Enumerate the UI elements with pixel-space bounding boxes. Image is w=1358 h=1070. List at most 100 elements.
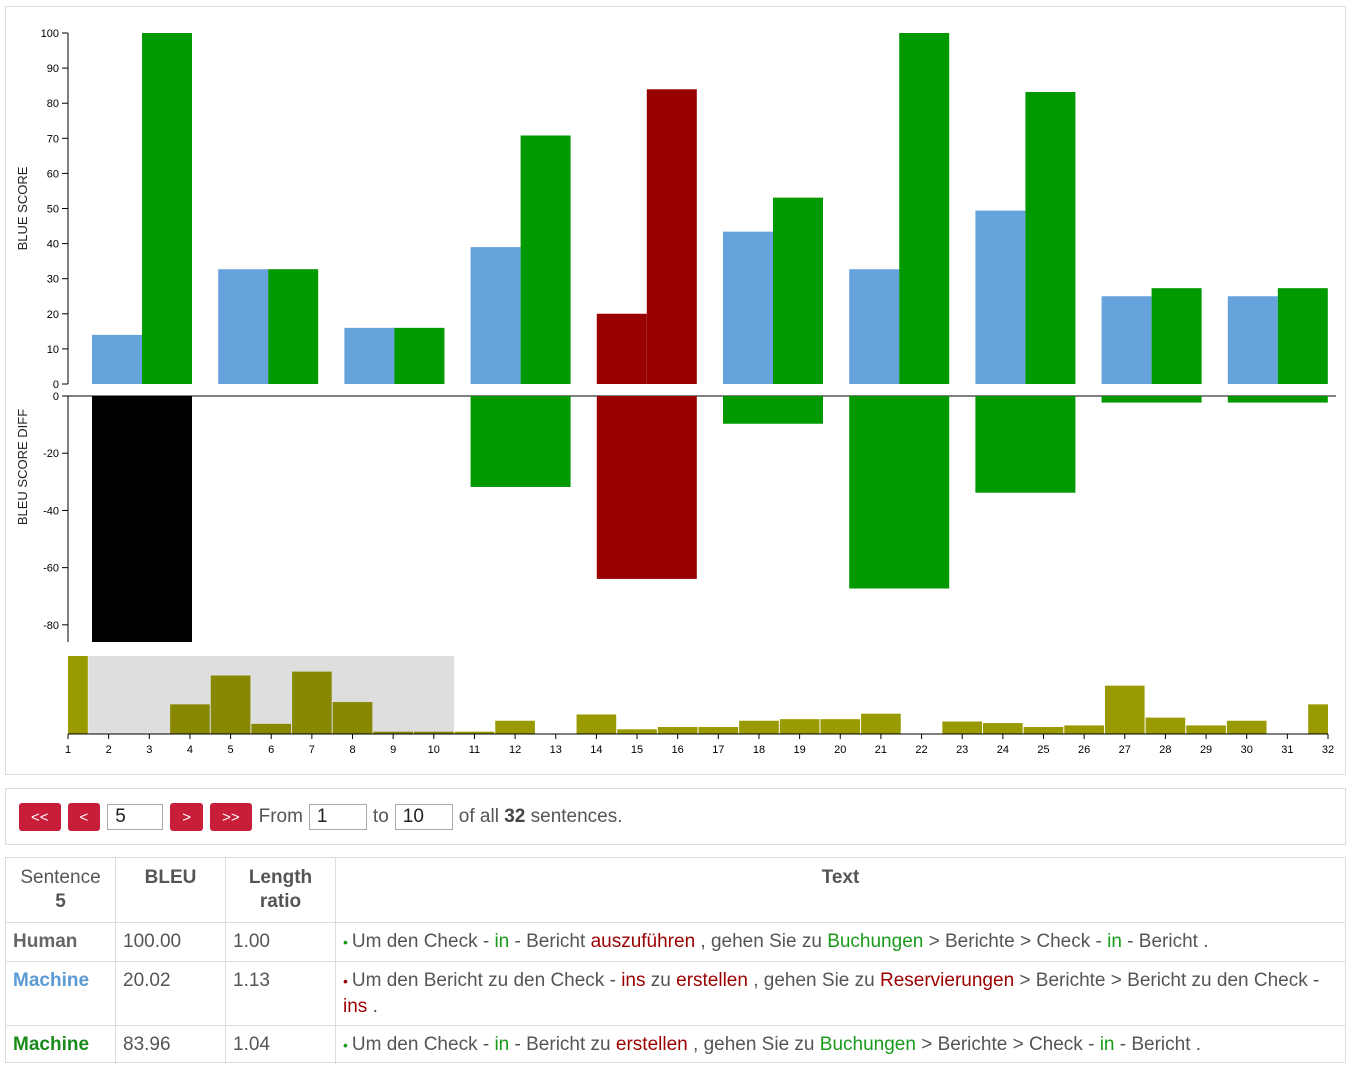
bar-baseline — [344, 327, 395, 384]
x-tick-label: 1 — [65, 744, 71, 756]
table-header-row: Sentence 5 BLEU Length ratio Text — [6, 858, 1345, 923]
overview-bar — [779, 719, 820, 734]
x-tick-label: 28 — [1159, 744, 1171, 756]
bar-diff — [1101, 396, 1202, 403]
text-segment: - Bericht zu — [509, 1034, 616, 1055]
text-token: ins — [343, 996, 368, 1017]
bar-candidate — [1151, 288, 1202, 384]
y-tick-label: 70 — [47, 133, 59, 145]
text-token: in — [1107, 931, 1122, 952]
y-tick-label: -60 — [43, 563, 59, 575]
x-tick-label: 12 — [509, 744, 521, 756]
x-tick-label: 3 — [146, 744, 152, 756]
bar-diff — [92, 396, 192, 642]
row-length: 1.13 — [225, 961, 336, 1026]
x-tick-label: 25 — [1037, 744, 1049, 756]
row-label-machine-baseline: Machine — [6, 961, 116, 1026]
status-dot-icon: • — [343, 1037, 348, 1053]
bar-baseline — [1227, 296, 1278, 384]
bar-diff — [1227, 396, 1328, 403]
y-tick-label: 50 — [47, 204, 59, 216]
sentence-table-panel: Sentence 5 BLEU Length ratio Text Human … — [5, 857, 1346, 1064]
from-label: From — [258, 806, 303, 827]
text-segment: zu — [645, 970, 677, 991]
row-text: • Um den Check - in - Bericht auszuführen… — [335, 922, 1345, 962]
bar-baseline — [92, 334, 142, 384]
y-tick-label: 60 — [47, 168, 59, 180]
x-tick-label: 10 — [428, 744, 440, 756]
bar-diff — [596, 396, 697, 579]
overview-bar — [292, 671, 332, 734]
of-all-label: of all — [458, 806, 499, 827]
bar-candidate — [268, 269, 319, 384]
text-token: erstellen — [615, 1034, 688, 1055]
x-tick-label: 16 — [672, 744, 684, 756]
pager: << < > >> From to of all 32 sentences. — [19, 802, 629, 832]
y-tick-label: -80 — [43, 620, 59, 632]
row-label-human: Human — [6, 922, 116, 962]
overview-bar — [373, 731, 413, 734]
y-tick-label: 90 — [47, 63, 59, 75]
overview-bar — [617, 729, 657, 734]
bar-baseline — [723, 231, 773, 384]
col-sentence-header: Sentence 5 — [6, 858, 116, 923]
overview-bar — [1023, 726, 1064, 734]
x-tick-label: 14 — [590, 744, 602, 756]
col-text-header: Text — [335, 858, 1345, 923]
x-tick-label: 22 — [915, 744, 927, 756]
text-segment: Um den Bericht zu den Check - — [351, 970, 622, 991]
bleu-chart: 0 10 20 30 40 50 60 70 80 90 100 BLUE SCORE 0 -20 -40 -… — [15, 28, 1336, 756]
bar-baseline — [975, 210, 1026, 384]
bar-baseline — [1101, 296, 1152, 384]
x-tick-label: 4 — [187, 744, 193, 756]
y-tick-label: 0 — [53, 391, 59, 403]
x-tick-label: 32 — [1322, 744, 1334, 756]
text-segment: - Bericht . — [1114, 1034, 1202, 1055]
x-tick-label: 7 — [309, 744, 315, 756]
selection-brush — [88, 656, 455, 734]
text-token: in — [494, 931, 510, 952]
row-bleu: 83.96 — [115, 1025, 226, 1064]
overview-bar — [1308, 704, 1328, 734]
y-tick-label: 40 — [47, 239, 59, 251]
prev-page-button[interactable]: < — [67, 803, 101, 831]
x-tick-label: 26 — [1078, 744, 1090, 756]
overview-bar — [210, 675, 251, 734]
next-page-button[interactable]: > — [170, 803, 204, 831]
x-tick-label: 8 — [349, 744, 355, 756]
bar-diff — [849, 396, 950, 589]
y-axis-label-diff: BLEU SCORE DIFF — [15, 409, 30, 525]
overview-bar — [68, 656, 88, 734]
last-page-button[interactable]: >> — [210, 803, 252, 831]
to-input[interactable] — [394, 804, 453, 830]
text-segment: . — [367, 996, 378, 1017]
x-tick-label: 2 — [106, 744, 112, 756]
y-tick-label: 0 — [53, 379, 59, 391]
y-axis-label-score: BLUE SCORE — [15, 166, 30, 250]
from-input[interactable] — [308, 804, 367, 830]
x-tick-label: 5 — [228, 744, 234, 756]
bar-baseline — [218, 269, 269, 384]
text-segment: > Berichte > Bericht zu den Check - — [1014, 970, 1320, 991]
overview-bar — [739, 720, 779, 734]
x-tick-label: 6 — [268, 744, 274, 756]
x-tick-label: 17 — [712, 744, 724, 756]
overview-bar — [820, 719, 861, 734]
x-tick-label: 27 — [1119, 744, 1131, 756]
col-sentence-label: Sentence — [20, 867, 101, 888]
y-tick-label: -40 — [43, 505, 59, 517]
col-sentence-number: 5 — [55, 891, 66, 912]
x-tick-label: 31 — [1281, 744, 1293, 756]
text-segment: , gehen Sie zu — [747, 970, 880, 991]
bar-diff — [470, 396, 571, 487]
row-label-machine-improved: Machine — [6, 1025, 116, 1064]
overview-bar — [698, 726, 739, 734]
x-tick-label: 24 — [997, 744, 1009, 756]
total-sentences-text: of all 32 sentences. — [459, 806, 623, 828]
current-sentence-input[interactable] — [107, 804, 164, 830]
x-tick-label: 9 — [390, 744, 396, 756]
overview-bar — [495, 720, 535, 734]
text-segment: , gehen Sie zu — [687, 1034, 820, 1055]
text-segment: - Bericht — [509, 931, 591, 952]
first-page-button[interactable]: << — [19, 803, 61, 831]
